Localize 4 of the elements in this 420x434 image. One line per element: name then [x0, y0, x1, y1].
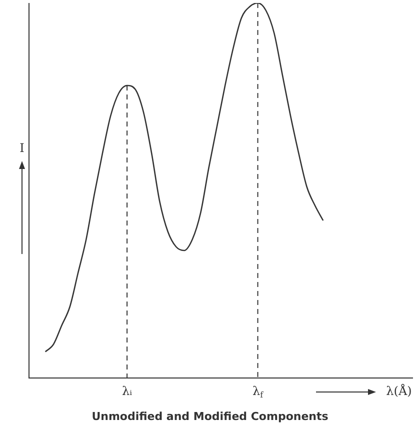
y-axis-title: I: [20, 141, 25, 156]
x-tick-label: λᵢ: [122, 384, 133, 398]
text: Unmodified and Modified Components: [90, 410, 330, 423]
x-axis-title: λ(Å): [386, 383, 412, 398]
